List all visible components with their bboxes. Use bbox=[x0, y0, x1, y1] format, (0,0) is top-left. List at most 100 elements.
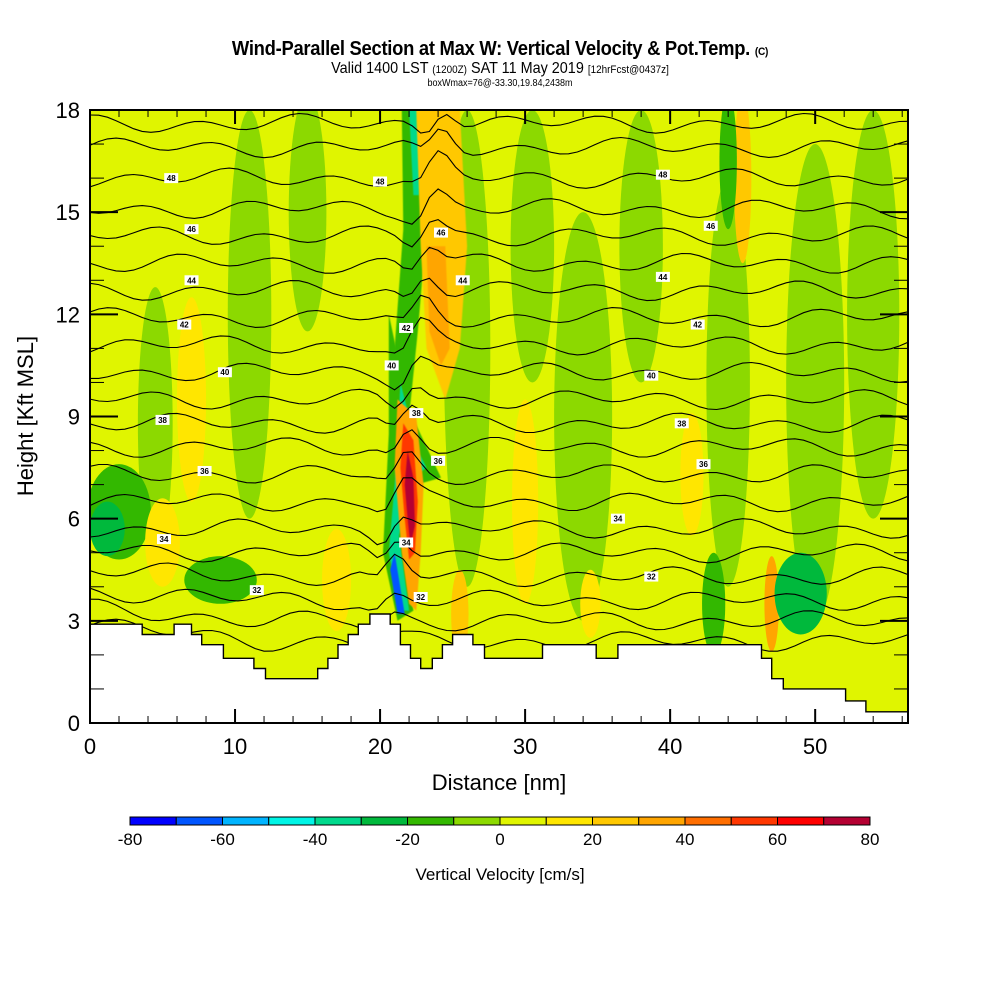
theta-contour-43 bbox=[90, 277, 908, 302]
contour-label-text: 32 bbox=[416, 593, 425, 602]
terrain-polygon bbox=[90, 613, 908, 723]
colorbar-segment bbox=[638, 816, 686, 826]
contour-label: 38 bbox=[155, 414, 170, 425]
vertical-velocity-field bbox=[90, 110, 908, 723]
colorbar-tick-label: -20 bbox=[395, 830, 420, 849]
y-tick-label: 3 bbox=[68, 609, 80, 634]
contour-label-box bbox=[431, 455, 446, 466]
w-feature bbox=[554, 212, 613, 621]
contour-label-box bbox=[433, 227, 448, 238]
theta-contour-36 bbox=[90, 451, 908, 485]
w-feature bbox=[774, 552, 827, 635]
contour-label: 32 bbox=[644, 571, 659, 582]
contour-label-text: 34 bbox=[402, 539, 411, 548]
contour-label: 34 bbox=[156, 534, 171, 545]
colorbar-segment bbox=[360, 816, 408, 826]
y-tick-label: 18 bbox=[56, 98, 80, 123]
contour-label-text: 34 bbox=[160, 535, 169, 544]
chart-title-main: Wind-Parallel Section at Max W: Vertical… bbox=[231, 38, 751, 60]
theta-contour-41 bbox=[90, 316, 908, 356]
theta-contour-38 bbox=[90, 404, 908, 434]
contour-label-text: 40 bbox=[220, 368, 229, 377]
terrain-mask bbox=[90, 613, 908, 723]
contour-label-box bbox=[610, 513, 625, 524]
w-feature bbox=[764, 556, 779, 652]
colorbar-segment bbox=[222, 816, 270, 826]
x-tick-label: 30 bbox=[513, 734, 537, 759]
colorbar-tick-label: 40 bbox=[676, 830, 695, 849]
contour-label-box bbox=[674, 418, 689, 429]
contour-label: 38 bbox=[674, 418, 689, 429]
colorbar-segment bbox=[268, 816, 316, 826]
box-wmax-info: boxWmax=76@-33.30,19.84,2438m bbox=[427, 78, 573, 89]
y-tick-label: 0 bbox=[68, 711, 80, 736]
contour-label-box bbox=[690, 319, 705, 330]
contour-label: 32 bbox=[413, 591, 428, 602]
contour-label: 38 bbox=[409, 408, 424, 419]
theta-contour-44 bbox=[90, 246, 908, 274]
theta-contour-48 bbox=[90, 128, 908, 159]
colorbar-segment bbox=[730, 816, 778, 826]
contour-label-text: 42 bbox=[180, 321, 189, 330]
contour-label-text: 36 bbox=[699, 460, 708, 469]
contour-label: 36 bbox=[197, 465, 212, 476]
chart-title: Wind-Parallel Section at Max W: Vertical… bbox=[40, 38, 960, 61]
colorbar-tick-label: -40 bbox=[303, 830, 328, 849]
contour-label-text: 42 bbox=[693, 321, 702, 330]
contour-label: 44 bbox=[655, 271, 670, 282]
w-feature bbox=[512, 399, 539, 604]
contour-label-text: 48 bbox=[376, 178, 385, 187]
x-tick-label: 50 bbox=[803, 734, 827, 759]
contour-label-box bbox=[373, 176, 388, 187]
contour-label-text: 36 bbox=[200, 467, 209, 476]
contour-label: 48 bbox=[373, 176, 388, 187]
contour-label-text: 38 bbox=[158, 416, 167, 425]
w-feature bbox=[706, 178, 750, 587]
w-feature bbox=[680, 413, 704, 536]
contour-label-box bbox=[177, 319, 192, 330]
contour-label-box bbox=[217, 367, 232, 378]
contour-label-text: 44 bbox=[458, 276, 467, 285]
contour-label-text: 44 bbox=[187, 276, 196, 285]
contour-label-box bbox=[399, 322, 414, 333]
w-band-downdraft-base bbox=[390, 552, 405, 614]
w-feature bbox=[702, 552, 726, 655]
contour-label-text: 32 bbox=[647, 573, 656, 582]
contour-label-text: 46 bbox=[706, 222, 715, 231]
contour-label-box bbox=[249, 585, 264, 596]
contour-label: 48 bbox=[164, 173, 179, 184]
theta-contour-49 bbox=[90, 112, 908, 134]
colorbar-tick-label: 0 bbox=[495, 830, 504, 849]
theta-contour-33 bbox=[90, 541, 908, 564]
w-band-updraft-upper-core bbox=[426, 246, 450, 366]
contour-label-text: 40 bbox=[387, 361, 396, 370]
theta-contour-34 bbox=[90, 516, 908, 546]
contour-label-box bbox=[156, 534, 171, 545]
contour-label-text: 46 bbox=[187, 225, 196, 234]
contour-label-box bbox=[409, 408, 424, 419]
w-feature bbox=[288, 110, 327, 332]
contour-labels: 48 48 48 46 46 46 44 44 44 42 42 42 40 40 40 38 38 38 36 36… bbox=[155, 169, 718, 602]
contour-label-text: 48 bbox=[167, 174, 176, 183]
colorbar-segment bbox=[175, 816, 223, 826]
contour-label: 34 bbox=[399, 537, 414, 548]
y-tick-label: 6 bbox=[68, 507, 80, 532]
y-tick-label: 15 bbox=[56, 200, 80, 225]
colorbar-segment bbox=[545, 816, 593, 826]
theta-contour-29 bbox=[90, 618, 908, 656]
valid-local-time: Valid 1400 LST bbox=[331, 60, 429, 77]
contour-label-box bbox=[197, 465, 212, 476]
contour-label-box bbox=[655, 271, 670, 282]
colorbar-segment bbox=[499, 816, 547, 826]
forecast-info: [12hrFcst@0437z] bbox=[587, 64, 669, 76]
x-tick-label: 10 bbox=[223, 734, 247, 759]
contour-label-text: 48 bbox=[658, 171, 667, 180]
w-feature bbox=[510, 110, 555, 383]
valid-time-line: Valid 1400 LST (1200Z) SAT 11 May 2019 [… bbox=[50, 60, 950, 78]
contour-label-box bbox=[413, 591, 428, 602]
contour-label-text: 38 bbox=[412, 409, 421, 418]
contour-label-box bbox=[696, 459, 711, 470]
theta-contour-47 bbox=[90, 149, 908, 189]
y-tick-labels: 0 3 6 9 12 15 18 bbox=[56, 98, 80, 736]
